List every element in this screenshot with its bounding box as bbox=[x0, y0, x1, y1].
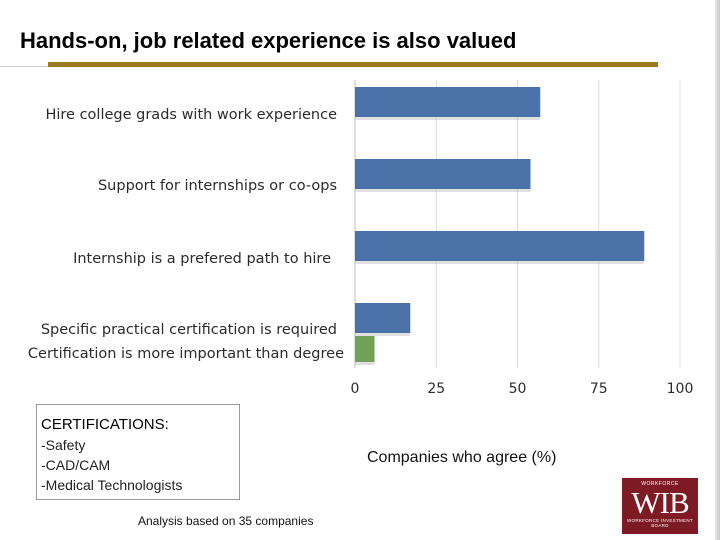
bar bbox=[355, 159, 531, 189]
x-tick-label: 100 bbox=[667, 381, 694, 397]
certification-item: -CAD/CAM bbox=[41, 457, 111, 473]
footnote: Analysis based on 35 companies bbox=[138, 514, 314, 528]
certifications-box: CERTIFICATIONS: -Safety -CAD/CAM -Medica… bbox=[36, 404, 240, 500]
category-label: Certification is more important than deg… bbox=[28, 346, 344, 362]
logo-mark: WIB bbox=[631, 485, 689, 520]
bar bbox=[355, 336, 375, 362]
chart-x-axis-label: Companies who agree (%) bbox=[367, 449, 557, 466]
logo-top-text: WORKFORCE bbox=[641, 481, 679, 487]
bar bbox=[355, 231, 645, 261]
certification-item: -Medical Technologists bbox=[41, 477, 183, 493]
wib-logo: WORKFORCE WIB WORKFORCE INVESTMENT BOARD bbox=[622, 478, 698, 534]
chart-bars bbox=[355, 87, 645, 365]
certifications-title: CERTIFICATIONS: bbox=[41, 416, 169, 433]
bar bbox=[355, 87, 541, 117]
certification-item: -Safety bbox=[41, 437, 86, 453]
title-rule-left bbox=[0, 66, 48, 67]
category-label: Internship is a prefered path to hire bbox=[73, 251, 331, 267]
category-label: Specific practical certification is requ… bbox=[41, 322, 337, 338]
x-tick-label: 25 bbox=[427, 381, 445, 397]
chart-tick-labels: 0 25 50 75 100 bbox=[351, 381, 694, 397]
category-label: Hire college grads with work experience bbox=[45, 107, 337, 123]
bar-chart: Hire college grads with work experience S… bbox=[28, 80, 694, 397]
x-tick-label: 0 bbox=[351, 381, 360, 397]
x-tick-label: 75 bbox=[590, 381, 608, 397]
category-label: Support for internships or co-ops bbox=[98, 178, 337, 194]
bar bbox=[355, 303, 411, 333]
slide-right-edge bbox=[715, 0, 720, 540]
title-rule bbox=[48, 62, 658, 67]
slide-title: Hands-on, job related experience is also… bbox=[20, 28, 517, 53]
chart-category-labels: Hire college grads with work experience S… bbox=[28, 107, 344, 362]
x-tick-label: 50 bbox=[509, 381, 527, 397]
logo-bottom-text: WORKFORCE INVESTMENT BOARD bbox=[626, 518, 693, 528]
